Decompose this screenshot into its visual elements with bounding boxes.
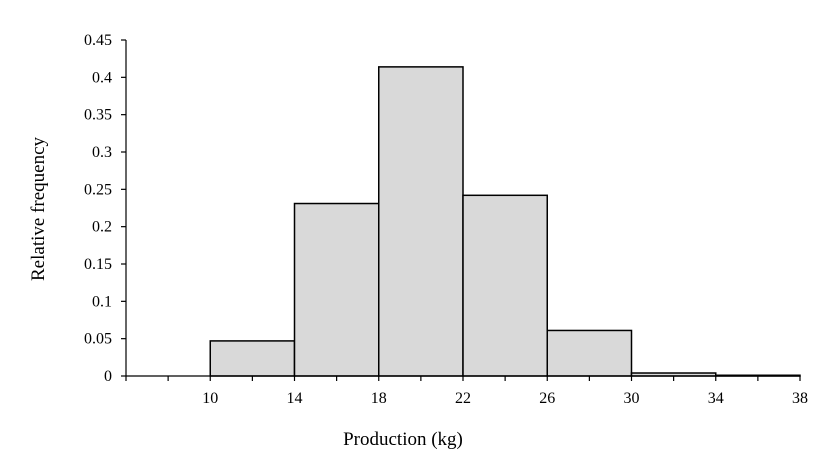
histogram-bar-3 <box>378 66 464 377</box>
y-axis-title: Relative frequency <box>28 136 49 281</box>
y-axis-ticks: 0 0.05 0.1 0.15 0.2 0.25 0.3 0.35 0.4 0.45 <box>84 32 126 385</box>
y-tick-label: 0.45 <box>84 32 112 49</box>
y-tick-label: 0.1 <box>92 293 112 310</box>
x-tick-label: 22 <box>455 390 471 407</box>
y-tick-label: 0.25 <box>84 181 112 198</box>
x-tick-label: 18 <box>371 390 387 407</box>
y-tick-label: 0.35 <box>84 107 112 124</box>
x-tick-label: 10 <box>202 390 218 407</box>
histogram-bars <box>209 66 801 377</box>
histogram-bar-5 <box>546 329 633 377</box>
x-tick-label: 34 <box>708 390 724 407</box>
x-tick-label: 30 <box>624 390 640 407</box>
x-tick-label: 14 <box>287 390 303 407</box>
histogram-bar-2 <box>293 202 380 377</box>
x-axis-ticks: 10 14 18 22 26 30 34 38 <box>125 376 808 407</box>
x-axis-title: Production (kg) <box>343 429 463 450</box>
y-tick-label: 0.05 <box>84 331 112 348</box>
y-tick-label: 0.4 <box>92 69 112 86</box>
y-tick-label: 0.15 <box>84 256 112 273</box>
x-tick-label: 38 <box>792 390 808 407</box>
y-tick-label: 0.3 <box>92 144 112 161</box>
histogram-bar-1 <box>209 340 296 377</box>
y-tick-label: 0.2 <box>92 219 112 236</box>
x-tick-label: 26 <box>539 390 555 407</box>
histogram-bar-4 <box>462 194 548 377</box>
y-tick-label: 0 <box>104 368 112 385</box>
